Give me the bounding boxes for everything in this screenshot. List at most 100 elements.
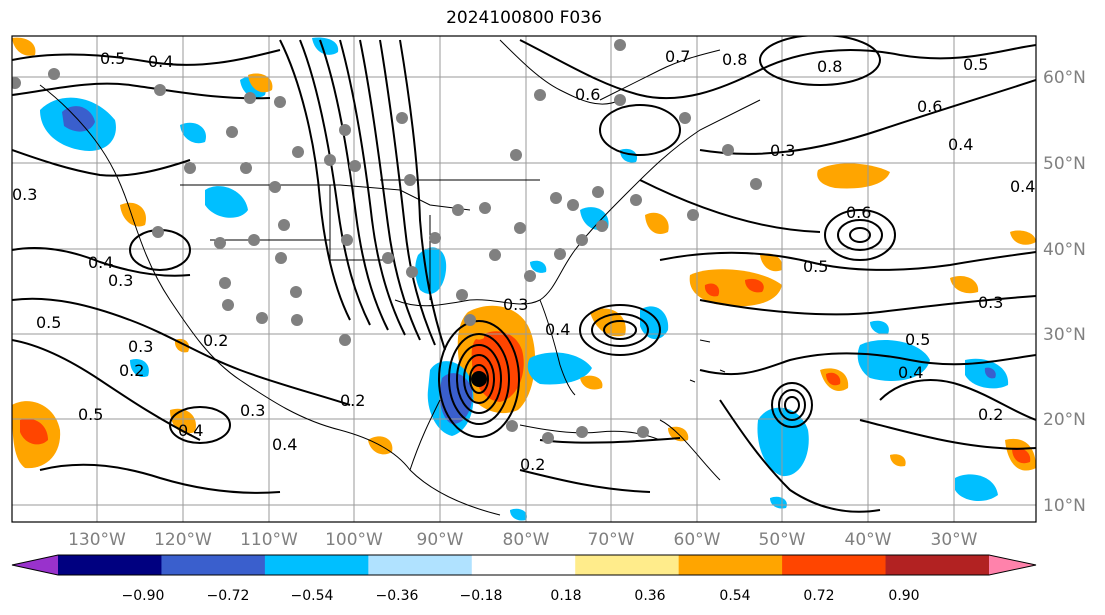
shade-blue-atl-e — [857, 340, 930, 381]
lon-label: 120°W — [154, 530, 212, 550]
colorbar-segment — [264, 555, 369, 575]
contour-label: 0.5 — [803, 257, 828, 276]
contour-label: 0.5 — [905, 330, 930, 349]
contour-label: 0.3 — [240, 401, 265, 420]
lat-label: 30°N — [1043, 325, 1086, 345]
contour-label: 0.4 — [178, 421, 203, 440]
colorbar-segment — [678, 555, 783, 575]
map-frame — [11, 35, 1037, 523]
colorbar — [11, 554, 1037, 576]
contour-label: 0.3 — [12, 185, 37, 204]
shade-blue-atl-se2 — [955, 474, 998, 502]
contour-label: 0.3 — [770, 141, 795, 160]
lon-label: 90°W — [417, 530, 464, 550]
colorbar-segment — [782, 555, 887, 575]
colorbar-tick: −0.18 — [460, 588, 503, 604]
map-panel: 0.4 0.5 0.7 0.8 0.6 0.3 0.3 0.2 0.5 0.4 … — [12, 36, 1036, 522]
shade-red-atl-mid2 — [745, 278, 764, 293]
contour-label: 0.4 — [272, 435, 297, 454]
shade-darkblue-pnw — [62, 106, 95, 132]
contour-label: 0.2 — [978, 405, 1003, 424]
lat-label: 40°N — [1043, 240, 1086, 260]
shade-darkblue-atl-far — [984, 367, 996, 379]
colorbar-extend-high — [989, 555, 1036, 575]
lon-label: 60°W — [674, 530, 721, 550]
station-dots — [12, 39, 762, 444]
shade-orange-atl-n2 — [760, 253, 783, 272]
contour-label: 0.4 — [948, 135, 973, 154]
colorbar-segment — [885, 555, 990, 575]
shade-orange-nova — [645, 212, 669, 235]
shade-orange-baja — [120, 202, 146, 227]
contour-label: 0.5 — [963, 55, 988, 74]
contour-label: 0.4 — [545, 320, 570, 339]
shade-blue-rockies — [205, 186, 248, 218]
colorbar-extend-low — [12, 555, 58, 575]
shade-red-center — [826, 372, 841, 386]
lat-label: 60°N — [1043, 68, 1086, 88]
shade-red-atl-mid — [704, 283, 720, 297]
colorbar-outline — [11, 554, 1037, 576]
shade-blue-cuba — [770, 496, 787, 509]
latitude-labels: 60°N 50°N 40°N 30°N 20°N 10°N — [1043, 68, 1086, 516]
shade-orange-atl-mid — [689, 269, 782, 307]
shade-orange-nw — [12, 37, 36, 56]
lon-label: 40°W — [845, 530, 892, 550]
shade-orange-atl-e2 — [1010, 230, 1036, 245]
lon-label: 100°W — [325, 530, 383, 550]
colorbar-tick: 0.18 — [550, 588, 581, 604]
shade-blue-texas — [415, 247, 447, 294]
contour-label: 0.8 — [817, 57, 842, 76]
contour-label: 0.4 — [898, 363, 923, 382]
colorbar-segment — [161, 555, 266, 575]
contour-label: 0.2 — [520, 455, 545, 474]
colorbar-tick: 0.54 — [719, 588, 750, 604]
contour-label: 0.6 — [846, 203, 871, 222]
colorbar-ticks: −0.90 −0.72 −0.54 −0.36 −0.18 0.18 0.36 … — [122, 588, 920, 604]
contour-label: 0.6 — [575, 85, 600, 104]
shade-orange-canada — [248, 73, 273, 93]
contour-label: 0.2 — [203, 331, 228, 350]
lon-label: 110°W — [240, 530, 298, 550]
contour-labels: 0.4 0.5 0.7 0.8 0.6 0.3 0.3 0.2 0.5 0.4 … — [12, 47, 1035, 474]
shade-blue-ne3 — [530, 260, 547, 273]
contour-label: 0.2 — [119, 361, 144, 380]
contour-label: 0.2 — [340, 391, 365, 410]
colorbar-tick: −0.72 — [207, 588, 250, 604]
colorbar-tick: −0.54 — [291, 588, 334, 604]
lon-label: 70°W — [588, 530, 635, 550]
shade-red-se — [1012, 447, 1031, 464]
shade-blue-north — [312, 37, 339, 55]
colorbar-tick: 0.36 — [634, 588, 665, 604]
contour-label: 0.3 — [128, 337, 153, 356]
lat-label: 50°N — [1043, 154, 1086, 174]
storm-center — [471, 371, 487, 387]
colorbar-tick: −0.36 — [376, 588, 419, 604]
colorbar-tick: 0.72 — [803, 588, 834, 604]
contours — [12, 36, 1036, 513]
colorbar-tick: 0.90 — [888, 588, 919, 604]
shade-orange-atl-e — [950, 275, 979, 294]
contour-label: 0.5 — [100, 49, 125, 68]
contour-label: 0.3 — [978, 293, 1003, 312]
shade-red-pacific-w — [20, 418, 48, 445]
shade-orange-atl-n — [817, 163, 890, 189]
contour-label: 0.4 — [1010, 177, 1035, 196]
longitude-labels: 130°W 120°W 110°W 100°W 90°W 80°W 70°W 6… — [68, 530, 978, 550]
shade-blue-pac — [130, 358, 149, 378]
shade-blue-florida — [527, 352, 592, 385]
colorbar-tick: −0.90 — [122, 588, 165, 604]
colorbar-segment — [575, 555, 680, 575]
lat-label: 10°N — [1043, 496, 1086, 516]
shade-blue-mx — [510, 508, 527, 521]
contour-label: 0.8 — [722, 50, 747, 69]
shade-blue-atl-se — [757, 407, 809, 477]
colorbar-segment — [58, 555, 162, 575]
shade-blue-carib — [870, 320, 889, 335]
colorbar-segment — [368, 555, 473, 575]
shade-orange-farright — [890, 454, 906, 467]
contour-label: 0.5 — [36, 313, 61, 332]
lon-label: 130°W — [68, 530, 126, 550]
contour-label: 0.3 — [108, 271, 133, 290]
contour-label: 0.3 — [503, 295, 528, 314]
